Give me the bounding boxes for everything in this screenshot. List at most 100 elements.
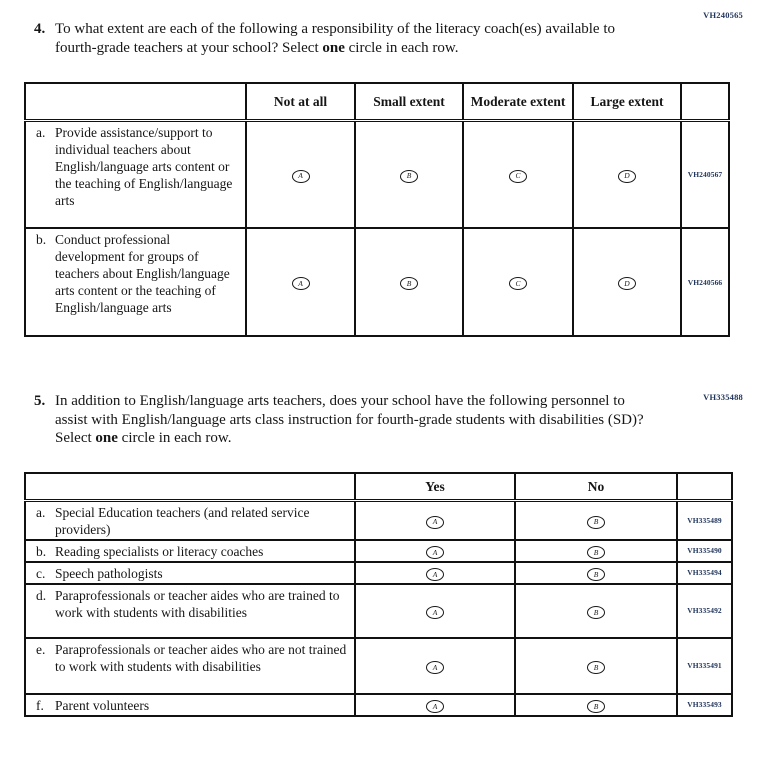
option-cell: B — [514, 692, 678, 717]
row-variable-code: VH240566 — [680, 227, 730, 337]
bubble-letter: B — [593, 701, 599, 711]
table-header-row: Not at all Small extent Moderate extent … — [24, 82, 730, 122]
question-4-variable-code: VH240565 — [703, 10, 743, 20]
answer-bubble[interactable]: A — [426, 567, 444, 581]
bubble-letter: A — [432, 607, 438, 617]
table-row: e. Paraprofessionals or teacher aides wh… — [24, 636, 733, 695]
column-header-yes: Yes — [354, 471, 516, 502]
bubble-letter: A — [432, 569, 438, 579]
bubble-letter: B — [593, 547, 599, 557]
answer-bubble[interactable]: B — [400, 277, 418, 291]
question-4-section: VH240565 4. To what extent are each of t… — [0, 0, 757, 337]
row-variable-code: VH335492 — [676, 582, 733, 639]
table-row: b. Conduct professional development for … — [24, 227, 730, 337]
answer-bubble[interactable]: A — [426, 515, 444, 529]
column-header-not-at-all: Not at all — [245, 82, 356, 122]
bubble-letter: A — [432, 547, 438, 557]
answer-bubble[interactable]: D — [618, 169, 636, 183]
answer-bubble[interactable]: A — [426, 699, 444, 713]
row-letter: c. — [36, 565, 46, 581]
bubble-letter: D — [624, 171, 630, 181]
bubble-letter: D — [624, 279, 630, 288]
row-label: Provide assistance/support to individual… — [55, 124, 233, 208]
question-5-section: VH335488 5. In addition to English/langu… — [0, 392, 757, 717]
option-cell: B — [514, 582, 678, 639]
option-cell: D — [572, 227, 682, 337]
bubble-letter: A — [432, 662, 438, 672]
row-variable-code: VH335490 — [676, 538, 733, 563]
question-4-text-a: To what extent are each of the following… — [55, 21, 615, 56]
row-label-cell: b. Conduct professional development for … — [24, 227, 247, 337]
row-letter: b. — [36, 543, 47, 559]
option-cell: A — [245, 119, 356, 229]
option-cell: C — [462, 227, 574, 337]
row-variable-code: VH240567 — [680, 119, 730, 229]
question-5-text-a: In addition to English/language arts tea… — [55, 393, 644, 446]
answer-bubble[interactable]: D — [618, 277, 636, 291]
row-label: Conduct professional development for gro… — [55, 232, 230, 315]
bubble-letter: B — [593, 517, 599, 527]
row-label-cell: c. Speech pathologists — [24, 560, 356, 585]
answer-bubble[interactable]: B — [587, 567, 605, 581]
answer-bubble[interactable]: B — [587, 545, 605, 559]
answer-bubble[interactable]: B — [587, 515, 605, 529]
table-header-row: Yes No — [24, 471, 733, 502]
answer-bubble[interactable]: A — [291, 169, 310, 183]
row-label: Parent volunteers — [55, 697, 150, 713]
row-label: Paraprofessionals or teacher aides who a… — [55, 587, 340, 620]
bubble-letter: A — [432, 517, 438, 527]
code-column-header — [680, 82, 730, 122]
table-row: a. Provide assistance/support to individ… — [24, 119, 730, 229]
bubble-letter: B — [593, 569, 599, 579]
option-cell: A — [354, 560, 516, 585]
answer-bubble[interactable]: B — [587, 660, 605, 674]
row-label: Reading specialists or literacy coaches — [55, 543, 264, 559]
question-5-text: In addition to English/language arts tea… — [55, 392, 655, 448]
row-variable-code: VH335493 — [676, 692, 733, 717]
bubble-letter: A — [432, 701, 438, 711]
row-variable-code: VH335491 — [676, 636, 733, 695]
bubble-letter: C — [515, 171, 521, 181]
table-row: a. Special Education teachers (and relat… — [24, 499, 733, 541]
answer-bubble[interactable]: A — [291, 277, 310, 291]
row-label: Paraprofessionals or teacher aides who a… — [55, 641, 347, 674]
question-5-variable-code: VH335488 — [703, 392, 743, 402]
column-header-large-extent: Large extent — [572, 82, 682, 122]
row-letter: f. — [36, 697, 44, 713]
bubble-letter: C — [515, 279, 521, 288]
row-letter: a. — [36, 124, 46, 140]
answer-bubble[interactable]: A — [426, 660, 444, 674]
question-5-text-b: circle in each row. — [121, 430, 232, 446]
option-cell: B — [514, 636, 678, 695]
option-cell: A — [354, 692, 516, 717]
option-cell: B — [354, 227, 464, 337]
option-cell: A — [354, 499, 516, 541]
answer-bubble[interactable]: A — [426, 605, 444, 619]
question-4-number: 4. — [34, 21, 46, 37]
answer-bubble[interactable]: B — [587, 605, 605, 619]
column-header-small-extent: Small extent — [354, 82, 464, 122]
answer-bubble[interactable]: C — [509, 277, 527, 291]
answer-bubble[interactable]: C — [509, 169, 527, 183]
bubble-letter: B — [593, 607, 599, 617]
row-label-cell: b. Reading specialists or literacy coach… — [24, 538, 356, 563]
answer-bubble[interactable]: B — [587, 699, 605, 713]
row-label-cell: f. Parent volunteers — [24, 692, 356, 717]
code-column-header — [676, 471, 733, 502]
row-label-cell: a. Provide assistance/support to individ… — [24, 119, 247, 229]
bubble-letter: B — [406, 279, 412, 288]
question-5: 5. In addition to English/language arts … — [34, 392, 656, 448]
column-header-moderate-extent: Moderate extent — [462, 82, 574, 122]
bubble-letter: A — [298, 279, 303, 288]
table-row: f. Parent volunteers A B VH335493 — [24, 692, 733, 717]
answer-bubble[interactable]: B — [400, 169, 418, 183]
question-4: 4. To what extent are each of the follow… — [34, 20, 656, 57]
option-cell: C — [462, 119, 574, 229]
column-header-no: No — [514, 471, 678, 502]
option-cell: B — [354, 119, 464, 229]
question-4-bold-word: one — [322, 39, 345, 56]
row-label: Special Education teachers (and related … — [55, 505, 310, 537]
option-cell: B — [514, 538, 678, 563]
answer-bubble[interactable]: A — [426, 545, 444, 559]
